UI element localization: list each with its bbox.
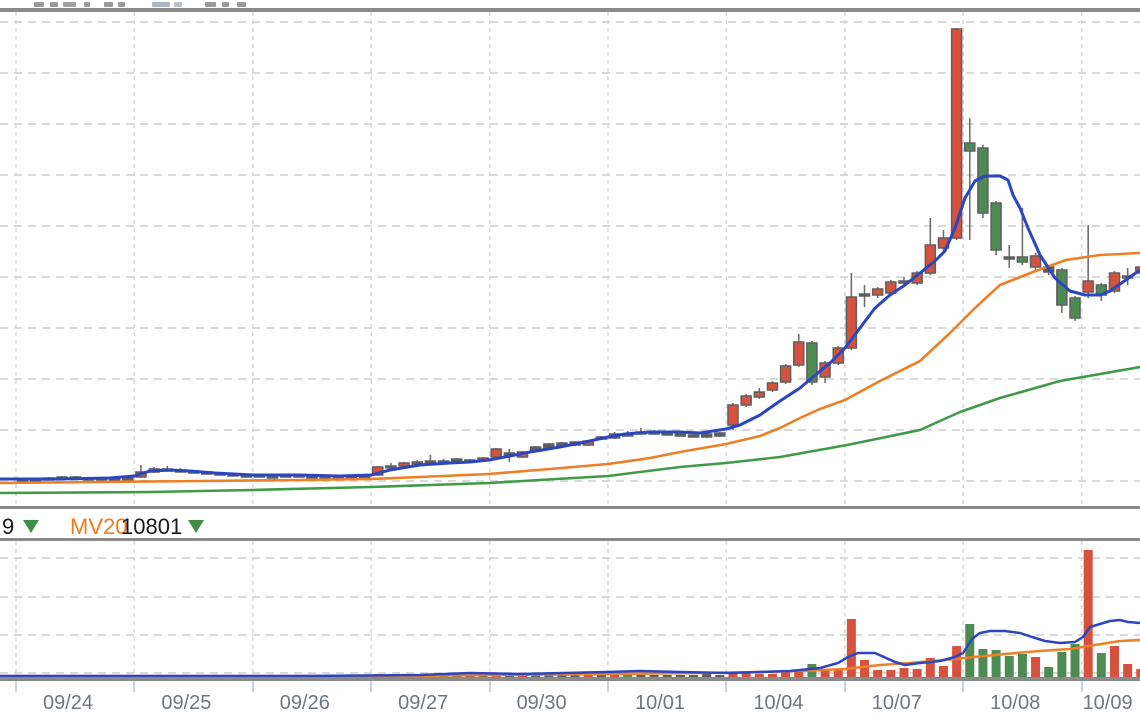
top-divider: [0, 8, 1140, 12]
clipped-text-fragment: [104, 2, 113, 7]
main-price-pane[interactable]: [0, 12, 1140, 506]
clipped-text-fragment: [237, 2, 246, 7]
clipped-legend-fragments: [0, 0, 1140, 8]
x-axis-tick: [843, 681, 846, 692]
x-axis-label: 10/09: [1082, 692, 1133, 714]
x-axis-label: 09/24: [42, 692, 94, 714]
clipped-text-fragment: [118, 2, 125, 7]
clipped-text-fragment: [174, 2, 182, 7]
clipped-text-fragment: [63, 2, 76, 7]
mv20-label: MV20: [70, 514, 128, 539]
x-axis-tick: [251, 681, 254, 692]
x-axis-tick: [488, 681, 491, 692]
x-axis-label: 10/08: [990, 692, 1041, 714]
x-axis: 09/24 09/25 09/26 09/27 09/30 10/01 10/04 10/07…: [0, 681, 1140, 728]
x-axis-tick: [133, 681, 136, 692]
x-axis-label: 09/25: [161, 692, 212, 714]
mv20-value: 10801: [121, 514, 183, 539]
clipped-text-fragment: [84, 2, 90, 7]
down-triangle-icon: [23, 520, 39, 533]
down-triangle-icon: [188, 520, 204, 533]
clipped-text-fragment: [205, 2, 216, 7]
x-axis-tick: [15, 681, 17, 692]
clipped-text-fragment: [152, 2, 170, 7]
x-axis-label: 10/07: [871, 692, 922, 714]
clipped-text-fragment: [222, 2, 229, 7]
x-axis-tick: [962, 681, 965, 692]
clipped-indicator-value: 9: [2, 514, 15, 539]
x-axis-tick: [607, 681, 609, 692]
x-axis-label: 09/26: [279, 692, 330, 714]
clipped-text-fragment: [50, 2, 58, 7]
x-axis-tick: [370, 681, 373, 692]
indicator-band: 9 MV20 10801: [0, 506, 1140, 541]
x-axis-tick: [1080, 681, 1083, 692]
bottom-divider: [0, 677, 1140, 681]
clipped-text-fragment: [34, 2, 44, 7]
x-axis-label: 10/01: [634, 692, 686, 714]
x-axis-label: 10/04: [753, 692, 804, 714]
volume-pane[interactable]: [0, 541, 1140, 677]
x-axis-tick: [725, 681, 728, 692]
x-axis-label: 09/30: [516, 692, 567, 714]
x-axis-label: 09/27: [398, 692, 449, 714]
